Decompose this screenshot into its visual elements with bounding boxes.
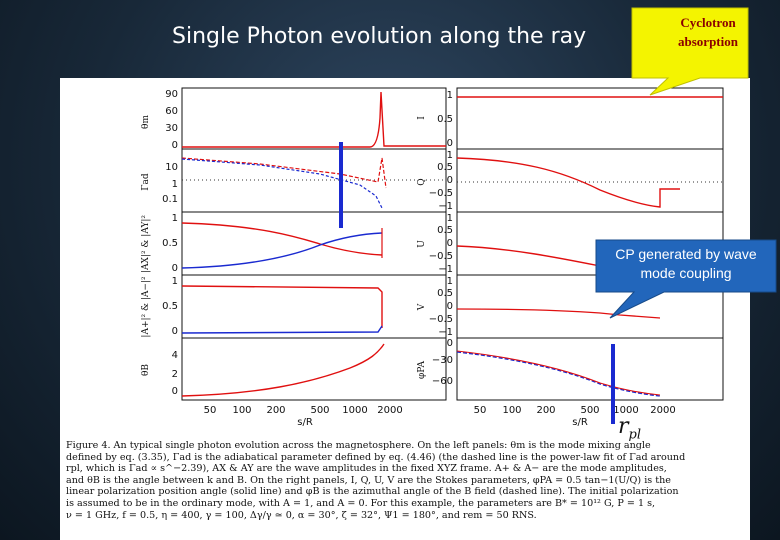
- xtick-left-50: 50: [204, 405, 217, 416]
- rpl-label-r: r: [618, 414, 629, 439]
- paper-page: [60, 78, 750, 540]
- caption-line-6: is assumed to be in the ordinary mode, w…: [66, 497, 656, 509]
- xtick-right-500: 500: [580, 405, 599, 416]
- tick-v-m1: −1: [438, 327, 453, 338]
- xlabel-left: s/R: [297, 417, 313, 428]
- xtick-left-100: 100: [232, 405, 251, 416]
- tick-thetam-30: 30: [165, 123, 178, 134]
- xtick-left-2000: 2000: [377, 405, 402, 416]
- caption-line-1: Figure 4. An typical single photon evolu…: [66, 440, 651, 451]
- tick-phi-m60: −60: [432, 376, 453, 387]
- tick-thetam-90: 90: [165, 89, 178, 100]
- ylabel-q: Q: [417, 178, 427, 185]
- tick-q-1: 1: [447, 150, 453, 161]
- ylabel-u: U: [417, 240, 427, 248]
- caption-line-4: and θB is the angle between k and B. On …: [66, 474, 671, 486]
- ylabel-gamma-ad: Γad: [141, 173, 151, 191]
- cyclotron-callout-line1: Cyclotron: [680, 15, 736, 30]
- slide-title: Single Photon evolution along the ray: [172, 24, 587, 49]
- ylabel-phi-pa: φPA: [417, 360, 427, 379]
- tick-phi-m30: −30: [432, 355, 453, 366]
- xtick-right-2000: 2000: [650, 405, 675, 416]
- cp-callout-bubble: [595, 239, 777, 319]
- tick-aplus-1: 1: [172, 276, 178, 287]
- rpl-marker-right: [611, 344, 615, 424]
- tick-gamma-1: 1: [172, 179, 178, 190]
- tick-u-0: 0: [447, 238, 453, 249]
- tick-q-m1: −1: [438, 201, 453, 212]
- ylabel-thetam: θm: [141, 115, 151, 129]
- curve-aplus: [181, 285, 383, 328]
- curve-aminus: [181, 325, 383, 334]
- tick-i-05: 0.5: [437, 114, 453, 125]
- rpl-label-sub: pl: [628, 427, 642, 443]
- rpl-label: rpl: [618, 414, 641, 442]
- tick-u-05: 0.5: [437, 225, 453, 236]
- tick-u-m1: −1: [438, 264, 453, 275]
- curve-v: [456, 308, 661, 319]
- xtick-left-500: 500: [310, 405, 329, 416]
- curve-gamma-ad: [181, 158, 383, 209]
- caption-line-5: linear polarization position angle (soli…: [66, 486, 679, 498]
- tick-thetab-0: 0: [172, 386, 178, 397]
- tick-gamma-10: 10: [165, 162, 178, 173]
- cyclotron-callout-bubble: [631, 7, 749, 96]
- tick-ax-0: 0: [172, 263, 178, 274]
- xtick-left-200: 200: [266, 405, 285, 416]
- tick-u-m05: −0.5: [429, 251, 453, 262]
- tick-aplus-05: 0.5: [162, 301, 178, 312]
- curve-theta-b: [181, 343, 385, 397]
- tick-aplus-0: 0: [172, 326, 178, 337]
- tick-phi-0: 0: [447, 338, 453, 349]
- xtick-right-100: 100: [502, 405, 521, 416]
- caption-line-7: ν = 1 GHz, f = 0.5, η = 400, γ = 100, Δγ…: [66, 509, 537, 521]
- tick-v-m05: −0.5: [429, 314, 453, 325]
- left-panel-frame: [181, 87, 447, 401]
- tick-q-05: 0.5: [437, 162, 453, 173]
- tick-ax-1: 1: [172, 213, 178, 224]
- curve-phi-b: [456, 351, 661, 397]
- ylabel-aplus-aminus: |A+|² & |A−|²: [141, 276, 151, 338]
- xtick-right-50: 50: [474, 405, 487, 416]
- figure-4: 90 60 30 0 10 1 0.1 1 0.5 0 1 0.5 0 4 2 …: [141, 87, 724, 428]
- tick-thetam-0: 0: [172, 140, 178, 151]
- tick-v-05: 0.5: [437, 288, 453, 299]
- ylabel-v: V: [417, 303, 427, 311]
- tick-i-0: 0: [447, 138, 453, 149]
- ylabel-thetab: θB: [141, 364, 151, 376]
- figure-caption: Figure 4. An typical single photon evolu…: [66, 440, 736, 521]
- cyclotron-callout-line2: absorption: [678, 34, 739, 49]
- tick-thetam-60: 60: [165, 106, 178, 117]
- rpl-marker-left: [339, 142, 343, 228]
- tick-thetab-4: 4: [172, 350, 178, 361]
- curve-ay: [181, 232, 383, 269]
- xtick-left-1000: 1000: [342, 405, 367, 416]
- curve-q: [456, 157, 680, 208]
- tick-u-1: 1: [447, 213, 453, 224]
- xlabel-right: s/R: [572, 417, 588, 428]
- ylabel-ax-ay: |AX|² & |AY|²: [141, 215, 151, 273]
- tick-v-0: 0: [447, 301, 453, 312]
- tick-i-1: 1: [447, 90, 453, 101]
- tick-thetab-2: 2: [172, 369, 178, 380]
- xtick-right-1000: 1000: [613, 405, 638, 416]
- curve-ax: [181, 222, 383, 256]
- caption-line-3: rpl, which is Γad ∝ s^−2.39), AX & AY ar…: [66, 463, 667, 475]
- ylabel-i: I: [417, 116, 427, 120]
- cp-callout-line2: mode coupling: [640, 265, 731, 281]
- curve-phi-pa: [456, 350, 661, 396]
- tick-ax-05: 0.5: [162, 238, 178, 249]
- curve-theta-m: [182, 91, 446, 148]
- tick-q-m05: −0.5: [429, 188, 453, 199]
- tick-q-0: 0: [447, 175, 453, 186]
- xtick-right-200: 200: [536, 405, 555, 416]
- tick-v-1: 1: [447, 276, 453, 287]
- tick-gamma-01: 0.1: [162, 194, 178, 205]
- cp-callout-line1: CP generated by wave: [615, 246, 757, 262]
- caption-line-2: defined by eq. (3.35), Γad is the adiaba…: [66, 451, 686, 463]
